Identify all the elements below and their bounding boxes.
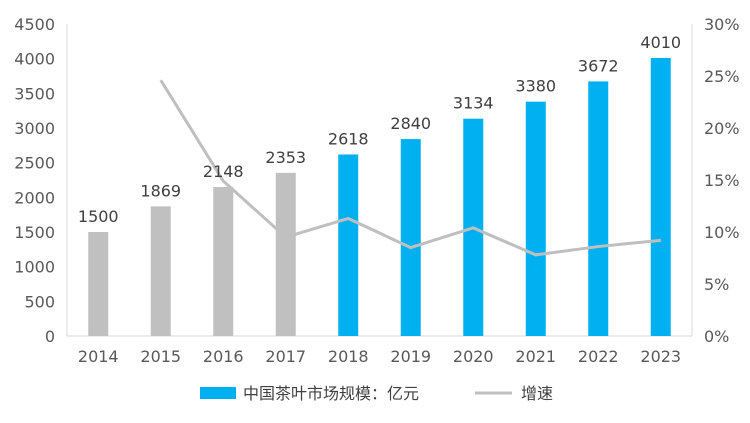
x-tick-label: 2018 <box>328 347 369 366</box>
bar-data-label: 1869 <box>140 181 181 200</box>
bar-data-label: 2618 <box>328 129 369 148</box>
y-right-tick-label: 10% <box>704 223 740 242</box>
y-right-tick-label: 5% <box>704 275 729 294</box>
bar <box>588 81 609 337</box>
bar <box>400 139 421 336</box>
bar <box>338 154 359 336</box>
bar-data-label: 3672 <box>578 56 619 75</box>
bar <box>213 187 234 336</box>
y-left-tick-label: 4000 <box>14 50 55 69</box>
y-left-tick-label: 4500 <box>14 15 55 34</box>
y-left-tick-label: 500 <box>24 292 55 311</box>
y-right-tick-label: 0% <box>704 327 729 346</box>
bar-data-label: 3134 <box>453 94 494 113</box>
bar-series <box>88 57 671 337</box>
bar <box>275 172 296 336</box>
y-left-tick-label: 0 <box>45 327 55 346</box>
bar <box>150 206 171 336</box>
y-right-tick-label: 30% <box>704 15 740 34</box>
bar-data-label: 3380 <box>515 77 556 96</box>
y-right-tick-label: 20% <box>704 119 740 138</box>
y-left-tick-label: 2000 <box>14 188 55 207</box>
legend: 中国茶叶市场规模：亿元 增速 <box>200 384 553 403</box>
x-tick-label: 2023 <box>640 347 681 366</box>
bar-data-label: 4010 <box>640 33 681 52</box>
x-tick-label: 2015 <box>140 347 181 366</box>
x-tick-label: 2021 <box>515 347 556 366</box>
bar-data-label: 2840 <box>390 114 431 133</box>
legend-label-bar: 中国茶叶市场规模：亿元 <box>243 384 419 403</box>
bar-data-label: 2353 <box>265 148 306 167</box>
data-labels: 1500 1869 2148 2353 2618 2840 3134 3380 3672 4010 <box>78 33 681 226</box>
y-right-tick-label: 25% <box>704 67 740 86</box>
axes: 0 500 1000 1500 2000 2500 3000 3500 4000 4500 0% 5%… <box>14 15 739 366</box>
y-left-tick-label: 1500 <box>14 223 55 242</box>
y-left-tick-label: 3500 <box>14 84 55 103</box>
bar <box>88 232 109 336</box>
y-left-tick-label: 3000 <box>14 119 55 138</box>
x-tick-label: 2019 <box>390 347 431 366</box>
legend-swatch-bar <box>200 387 236 399</box>
x-tick-label: 2014 <box>78 347 119 366</box>
legend-label-line: 增速 <box>521 384 553 403</box>
bar-data-label: 2148 <box>203 162 244 181</box>
x-tick-label: 2016 <box>203 347 244 366</box>
growth-line-series <box>159 79 661 257</box>
bar-data-label: 1500 <box>78 207 119 226</box>
bar <box>525 101 546 336</box>
y-right-tick-label: 15% <box>704 171 740 190</box>
x-tick-label: 2022 <box>578 347 619 366</box>
x-tick-label: 2020 <box>453 347 494 366</box>
x-tick-label: 2017 <box>265 347 306 366</box>
y-left-tick-label: 2500 <box>14 154 55 173</box>
y-left-tick-label: 1000 <box>14 258 55 277</box>
bar <box>650 57 671 337</box>
